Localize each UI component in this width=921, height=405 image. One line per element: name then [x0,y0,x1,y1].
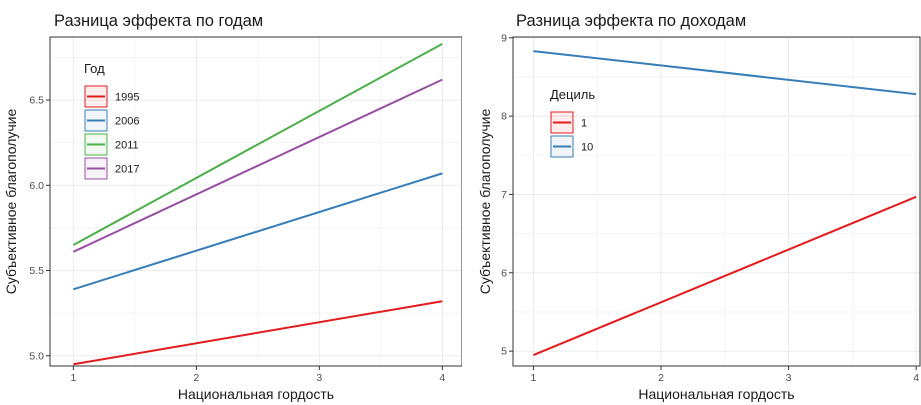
chart-left: Разница эффекта по годам 1 2 3 4 5.0 5.5 6.0 6.5… [3,12,462,402]
y-tick-label: 5 [501,346,507,358]
chart-right-svg: Разница эффекта по доходам 1 2 3 4 5 6 7 8 9 Нацио… [477,12,921,402]
y-tick-label: 6 [501,267,507,279]
y-tick-label: 5.5 [29,265,44,277]
legend: Год 1995 2006 2011 2017 [84,61,139,180]
y-tick-label: 5.0 [29,350,44,362]
x-tick-label: 1 [530,372,536,384]
series-line-10 [533,50,917,96]
series-line-2011 [72,42,443,246]
series-line-2017 [72,78,443,253]
legend-label: 2006 [115,116,139,128]
legend-title: Дециль [550,87,595,102]
x-axis-title: Национальная гордость [178,386,334,402]
y-tick-label: 7 [501,189,507,201]
series-line-1995 [73,300,443,366]
legend-item-1: 1 [550,111,587,134]
x-tick-label: 2 [658,372,664,384]
x-tick-label: 4 [913,372,919,384]
chart-title: Разница эффекта по доходам [516,12,746,30]
y-tick-label: 6.0 [29,180,44,192]
legend-item-2011: 2011 [84,133,139,156]
series-line-1 [533,195,917,356]
legend-label: 2011 [115,140,139,152]
x-tick-label: 4 [439,372,445,384]
legend-label: 2017 [115,164,139,176]
chart-title: Разница эффекта по годам [54,12,263,30]
legend-title: Год [84,61,105,76]
y-axis-title: Субъективное благополучие [477,109,493,295]
x-axis-title: Национальная гордость [638,386,794,402]
chart-left-svg: Разница эффекта по годам 1 2 3 4 5.0 5.5 6.0 6.5… [3,12,462,402]
legend-label: 1 [581,118,587,130]
y-axis-title: Субъективное благополучие [3,109,19,295]
x-tick-label: 3 [316,372,322,384]
y-tick-label: 9 [501,32,507,44]
x-tick-label: 2 [193,372,199,384]
legend-item-2006: 2006 [84,109,139,132]
chart-right: Разница эффекта по доходам 1 2 3 4 5 6 7 8 9 Нацио… [462,0,921,405]
series-line-2006 [73,172,443,291]
x-tick-label: 3 [786,372,792,384]
x-tick-label: 1 [70,372,76,384]
y-tick-label: 8 [501,111,507,123]
legend-item-10: 10 [550,135,593,158]
legend-item-1995: 1995 [84,85,139,108]
panel-border [512,36,921,367]
legend: Дециль 1 10 [550,87,595,158]
y-tick-label: 6.5 [29,95,44,107]
legend-item-2017: 2017 [84,157,139,180]
legend-label: 10 [581,142,593,154]
legend-label: 1995 [115,92,139,104]
panel-border [49,36,462,367]
